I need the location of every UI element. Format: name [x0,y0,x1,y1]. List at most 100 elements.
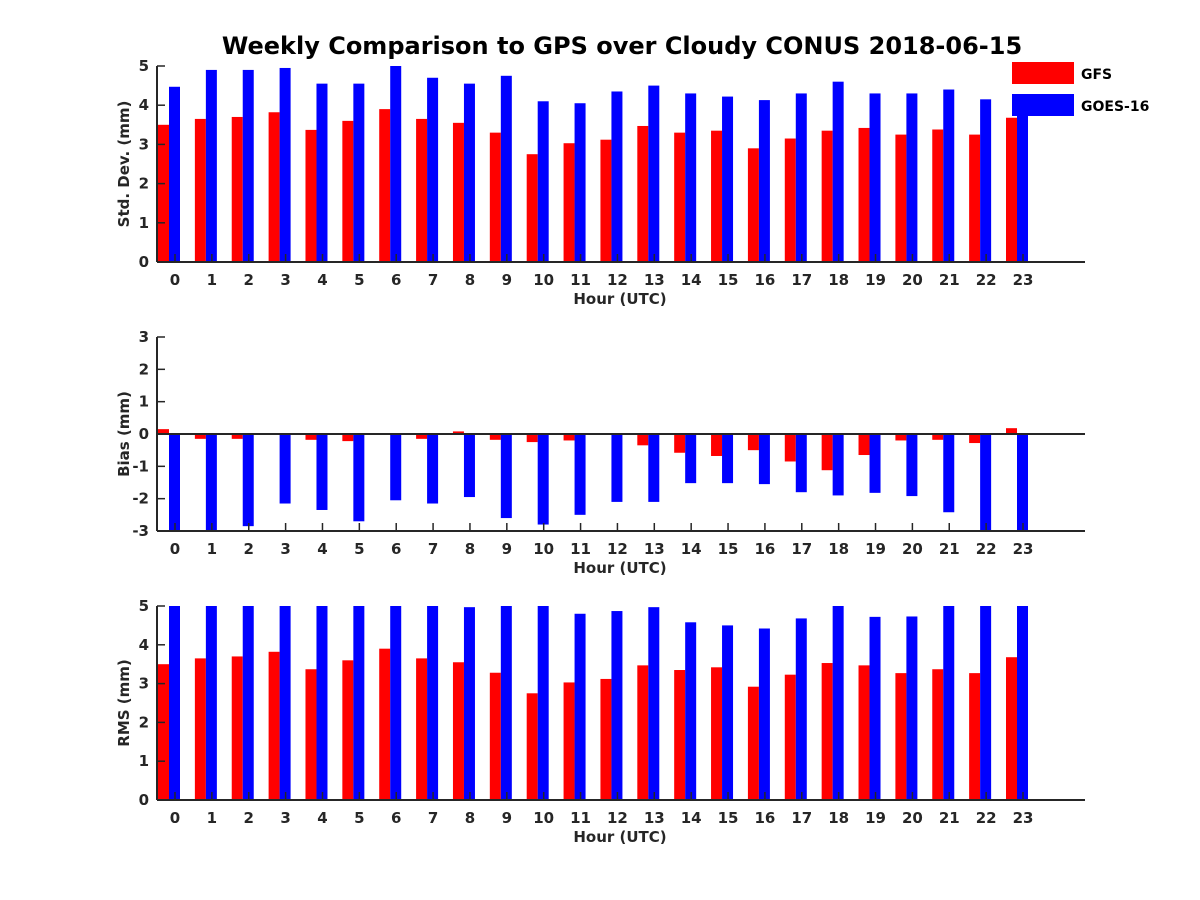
bar-gfs-20 [895,673,907,800]
x-tick-label: 22 [976,271,997,289]
bar-gfs-16 [747,686,759,800]
bar-gfs-23 [1006,428,1017,434]
x-tick-label: 21 [939,271,960,289]
x-tick-label: 18 [828,540,849,558]
bar-goes-16-10 [537,434,549,525]
x-tick-label: 9 [502,540,512,558]
bar-gfs-7 [416,658,428,800]
bar-goes-16-22 [980,606,992,800]
bar-goes-16-6 [390,66,402,262]
x-tick-label: 13 [644,271,665,289]
x-tick-label: 7 [428,809,438,827]
bar-gfs-1 [194,658,206,800]
x-tick-label: 11 [570,540,591,558]
bar-gfs-9 [489,132,501,262]
x-tick-label: 18 [828,809,849,827]
x-axis-label: Hour (UTC) [573,559,666,577]
y-tick-label: 2 [139,175,149,193]
bar-goes-16-6 [390,434,402,501]
y-tick-label: 1 [139,752,149,770]
bar-goes-16-12 [611,611,623,800]
bar-goes-16-4 [316,83,328,262]
x-tick-label: 20 [902,271,923,289]
bar-gfs-2 [231,656,243,800]
bar-goes-16-15 [722,625,734,800]
bar-gfs-13 [637,665,649,800]
bar-goes-16-6 [390,606,402,800]
x-tick-label: 1 [207,809,217,827]
legend-swatch-gfs [1012,62,1074,84]
x-tick-label: 10 [533,540,554,558]
x-axis-label: Hour (UTC) [573,828,666,846]
bar-gfs-22 [969,134,981,262]
bar-gfs-6 [379,109,391,263]
x-tick-label: 10 [533,809,554,827]
bar-goes-16-13 [648,85,660,262]
x-tick-label: 17 [791,809,812,827]
bar-gfs-16 [747,434,759,451]
series-goes-16 [169,66,1028,263]
x-tick-label: 13 [644,809,665,827]
x-tick-label: 7 [428,271,438,289]
legend-label-goes-16: GOES-16 [1081,99,1149,115]
bar-goes-16-14 [685,622,697,800]
x-tick-label: 0 [170,540,180,558]
x-tick-label: 3 [280,271,290,289]
bar-goes-16-2 [242,434,254,527]
x-tick-label: 8 [465,540,475,558]
x-tick-label: 0 [170,809,180,827]
bar-goes-16-9 [500,434,512,519]
bar-goes-16-17 [795,618,807,800]
bar-goes-16-22 [980,99,992,262]
x-tick-label: 9 [502,809,512,827]
bar-gfs-12 [600,139,612,262]
x-tick-label: 20 [902,809,923,827]
bar-gfs-3 [268,651,280,800]
bar-goes-16-16 [758,628,770,800]
x-tick-label: 14 [681,271,702,289]
bar-goes-16-21 [943,606,955,800]
bar-gfs-8 [452,122,464,262]
bar-gfs-3 [268,112,280,262]
bar-goes-16-17 [795,434,807,493]
bar-gfs-11 [563,434,575,441]
series-goes-16 [169,434,1028,531]
bar-gfs-18 [821,130,833,262]
bar-gfs-11 [563,143,575,262]
x-tick-label: 12 [607,271,628,289]
bar-goes-16-5 [353,606,365,800]
bar-gfs-5 [342,434,354,442]
bar-goes-16-15 [722,434,734,484]
bar-goes-16-2 [242,606,254,800]
x-tick-label: 0 [170,271,180,289]
bar-goes-16-23 [1017,113,1028,262]
bar-goes-16-8 [463,434,475,498]
bar-goes-16-14 [685,93,697,262]
y-tick-label: 5 [139,57,149,75]
bar-gfs-11 [563,682,575,800]
bar-goes-16-7 [427,434,439,504]
y-tick-label: 1 [139,214,149,232]
bar-goes-16-13 [648,434,660,502]
bar-gfs-22 [969,673,981,800]
x-tick-label: 5 [354,809,364,827]
bar-gfs-1 [194,434,206,439]
bar-goes-16-19 [869,434,881,493]
x-tick-label: 23 [1013,809,1034,827]
x-tick-label: 10 [533,271,554,289]
bar-gfs-10 [526,154,538,262]
x-tick-label: 14 [681,540,702,558]
y-tick-label: 0 [139,425,149,443]
bar-goes-16-11 [574,103,586,263]
bar-goes-16-9 [500,75,512,262]
bar-goes-16-18 [832,81,844,263]
bar-goes-16-18 [832,606,844,800]
bar-goes-16-19 [869,616,881,800]
x-tick-label: 23 [1013,271,1034,289]
bar-gfs-4 [305,129,317,262]
bar-gfs-20 [895,434,907,441]
y-tick-label: 2 [139,713,149,731]
bar-goes-16-23 [1017,606,1028,800]
bar-goes-16-3 [279,606,291,800]
